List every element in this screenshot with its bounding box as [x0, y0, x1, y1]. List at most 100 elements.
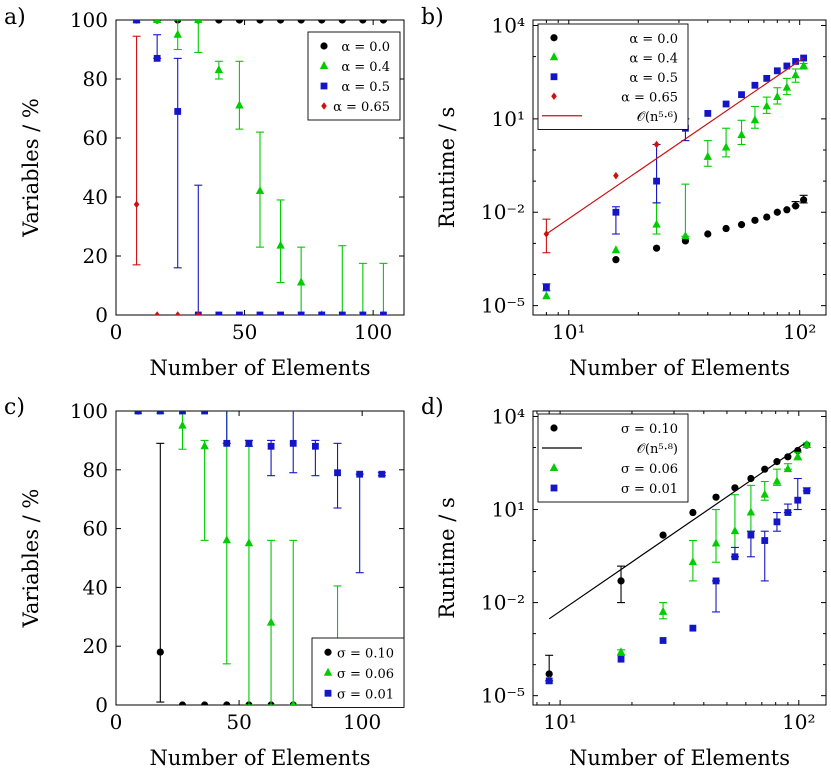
- data-point: [154, 311, 160, 315]
- data-point: [712, 577, 720, 585]
- data-point: [289, 439, 297, 447]
- data-point: [799, 60, 808, 69]
- legend-marker: [323, 667, 333, 676]
- legend-entry: σ = 0.06: [621, 462, 678, 477]
- panel-label: b): [421, 5, 444, 30]
- data-point: [730, 526, 740, 535]
- data-point: [152, 20, 162, 23]
- legend-entry: α = 0.65: [333, 100, 390, 115]
- data-point: [791, 202, 800, 210]
- legend-entry: 𝒪(n⁵·⁶): [637, 110, 678, 125]
- data-point: [763, 213, 771, 221]
- legend-entry: α = 0.4: [341, 60, 390, 75]
- data-point: [214, 65, 224, 74]
- data-point: [612, 256, 620, 264]
- data-point: [235, 100, 244, 109]
- data-point: [652, 219, 661, 228]
- y-tick-label: 0: [95, 303, 108, 327]
- data-point: [800, 54, 808, 62]
- y-tick-label: 0: [95, 693, 108, 717]
- data-point: [747, 531, 755, 539]
- data-point: [792, 58, 799, 65]
- data-point: [235, 20, 244, 24]
- data-point: [711, 538, 721, 547]
- data-point: [803, 487, 811, 495]
- data-point: [215, 311, 223, 315]
- data-point: [276, 240, 285, 249]
- data-point: [794, 496, 802, 504]
- legend-marker: [324, 689, 332, 697]
- y-tick-label: 100: [70, 8, 108, 32]
- data-point: [773, 92, 782, 101]
- legend-marker: [551, 92, 557, 101]
- data-layer: [544, 440, 811, 685]
- legend: σ = 0.10 σ = 0.06 σ = 0.01: [311, 637, 405, 708]
- data-point: [612, 208, 620, 216]
- legend-entry: σ = 0.10: [337, 646, 394, 661]
- series-2: [134, 411, 386, 574]
- data-point: [712, 493, 720, 501]
- x-tick-label: 10²: [783, 320, 816, 344]
- y-tick-label: 10⁻²: [481, 591, 525, 615]
- data-point: [542, 291, 551, 300]
- data-point: [659, 531, 667, 539]
- y-tick-label: 40: [83, 185, 108, 209]
- y-tick-label: 80: [83, 458, 108, 482]
- data-point: [297, 20, 305, 24]
- data-point: [761, 465, 769, 473]
- data-point: [652, 244, 661, 252]
- y-tick-label: 10⁴: [492, 13, 525, 37]
- plot-frame: [532, 19, 827, 316]
- series-3: [132, 35, 202, 315]
- data-point: [688, 557, 698, 566]
- data-point: [802, 440, 811, 448]
- y-tick-label: 10⁴: [492, 404, 525, 428]
- data-point: [194, 20, 203, 23]
- legend: α = 0.0 α = 0.4 α = 0.5 α = 0.65 𝒪(n⁵·⁶): [537, 23, 689, 130]
- legend-entry: σ = 0.06: [337, 667, 394, 682]
- legend-entry: α = 0.5: [629, 71, 678, 86]
- data-point: [751, 216, 759, 224]
- chart-panel-b: b) 10¹ 10² 10⁻⁵ 10⁻² 10¹ 10⁴ Number of Elements…: [421, 5, 827, 380]
- data-point: [617, 577, 625, 585]
- data-point: [338, 20, 346, 24]
- y-tick-label: 100: [70, 399, 108, 423]
- y-tick-label: 10⁻²: [481, 200, 525, 224]
- panel-label: a): [4, 5, 26, 30]
- panel-label: d): [421, 395, 444, 420]
- x-axis-label: Number of Elements: [149, 746, 370, 770]
- legend-marker: [549, 52, 559, 61]
- data-point: [222, 535, 231, 544]
- series-3: [545, 477, 811, 685]
- data-point: [760, 489, 769, 498]
- data-point: [658, 606, 668, 615]
- data-point: [201, 411, 209, 415]
- data-point: [737, 130, 746, 139]
- data-point: [266, 617, 276, 626]
- data-point: [791, 70, 800, 79]
- data-point: [738, 91, 745, 99]
- x-tick-label: 100: [354, 320, 392, 344]
- y-tick-label: 10⁻⁵: [481, 294, 525, 318]
- data-point: [545, 670, 553, 678]
- panel-label: c): [4, 395, 25, 420]
- data-point: [156, 411, 164, 415]
- x-tick-label: 10²: [782, 710, 815, 734]
- y-tick-label: 80: [83, 67, 108, 91]
- data-point: [297, 311, 305, 315]
- data-point: [681, 231, 690, 240]
- data-point: [276, 20, 285, 24]
- x-tick-label: 10¹: [552, 320, 585, 344]
- y-axis-label: Variables / %: [19, 98, 43, 238]
- data-point: [783, 464, 793, 473]
- data-point: [611, 245, 621, 254]
- data-point: [746, 507, 756, 516]
- data-point: [783, 206, 791, 214]
- y-tick-label: 60: [83, 126, 108, 150]
- data-point: [545, 677, 553, 685]
- x-axis-label: Number of Elements: [569, 746, 790, 770]
- data-point: [318, 311, 326, 315]
- legend-entry: α = 0.65: [621, 90, 678, 105]
- y-axis-label: Runtime / s: [435, 497, 459, 619]
- data-point: [267, 442, 275, 450]
